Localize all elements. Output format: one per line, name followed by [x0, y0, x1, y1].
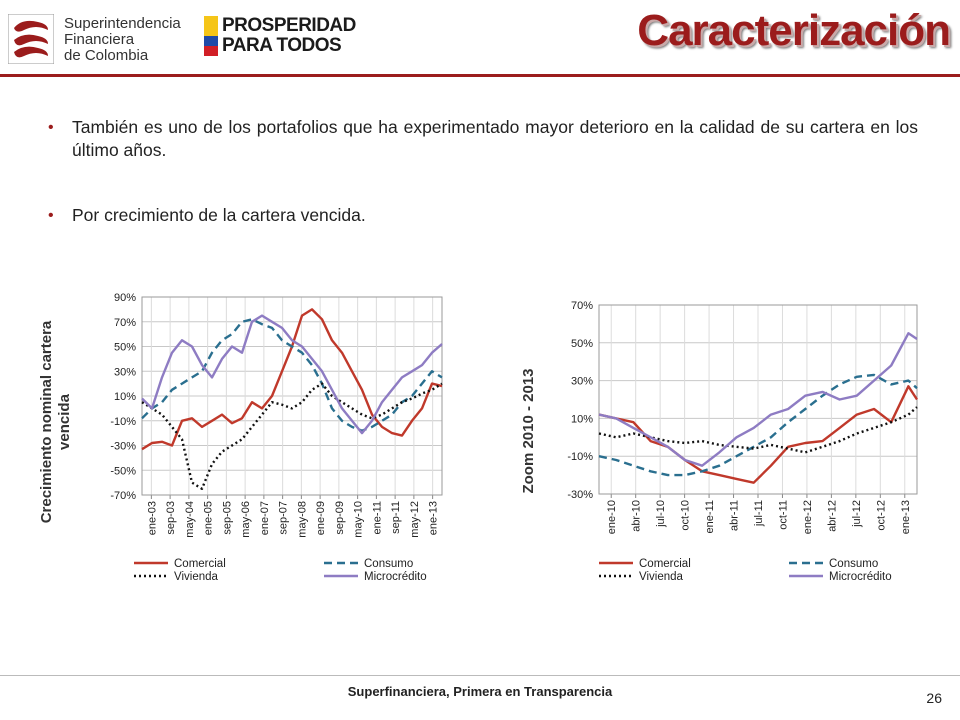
x-tick-label: sep-03 [165, 501, 177, 535]
legend-label-vivienda: Vivienda [174, 571, 219, 583]
superfinanciera-logo: Superintendencia Financiera de Colombia [8, 12, 186, 66]
y-tick-label: 70% [571, 300, 593, 312]
logo-line: PROSPERIDAD [222, 15, 356, 36]
y-tick-label: -10% [567, 451, 593, 463]
y-tick-label: -50% [110, 465, 136, 477]
x-tick-label: jul-10 [655, 500, 667, 528]
x-tick-label: oct-10 [680, 500, 692, 531]
y-tick-label: 10% [571, 413, 593, 425]
legend-label-consumo: Consumo [829, 558, 878, 570]
logo-line: Superintendencia [64, 15, 181, 32]
x-tick-label: may-04 [184, 501, 196, 538]
legend-label-comercial: Comercial [639, 558, 691, 570]
bullet-dot-icon: • [48, 207, 54, 224]
superfinanciera-logo-text: Superintendencia Financiera de Colombia [64, 16, 181, 64]
bullet-item: • También es uno de los portafolios que … [48, 116, 918, 162]
legend-label-consumo: Consumo [364, 558, 413, 570]
prosperidad-logo-text: PROSPERIDAD PARA TODOS [222, 16, 356, 56]
chart-1-y-axis-title: Crecimiento nominal cartera vencida [38, 320, 73, 524]
chart-1: 90% 70% 50% 30% 10% -10% -30% -50% -70% ene-03 sep… [110, 292, 443, 583]
plot-area-frame [141, 296, 443, 496]
x-tick-label: ene-03 [146, 501, 158, 535]
x-tick-label: oct-12 [875, 500, 887, 531]
series-line-comercial [598, 385, 919, 484]
legend-label-vivienda: Vivienda [639, 571, 684, 583]
x-tick-label: may-10 [353, 501, 365, 538]
x-tick-label: ene-07 [259, 501, 271, 535]
slide-title: Caracterización [637, 6, 951, 55]
legend-label-microcredito: Microcrédito [364, 571, 427, 583]
y-tick-label: 30% [571, 376, 593, 388]
series-line-microcredito [141, 314, 443, 435]
x-tick-label: jul-11 [753, 500, 765, 527]
x-tick-label: abr-10 [631, 500, 643, 532]
colombia-flag-icon [204, 16, 218, 56]
prosperidad-para-todos-logo: PROSPERIDAD PARA TODOS [204, 14, 356, 64]
y-tick-label: 90% [114, 292, 136, 304]
footer-divider [0, 675, 960, 676]
y-tick-label: -10% [110, 416, 136, 428]
x-tick-label: sep-07 [278, 501, 290, 535]
y-tick-label: -30% [567, 489, 593, 501]
superfinanciera-emblem-icon [8, 14, 54, 64]
y-tick-label: 70% [114, 317, 136, 329]
legend-label-microcredito: Microcrédito [829, 571, 892, 583]
series-line-comercial [141, 308, 443, 451]
y-tick-label: 10% [114, 391, 136, 403]
x-tick-label: may-08 [296, 501, 308, 538]
x-tick-label: ene-05 [203, 501, 215, 535]
x-tick-label: ene-11 [704, 500, 716, 533]
x-tick-label: ene-11 [371, 501, 383, 534]
x-tick-label: abr-12 [826, 500, 838, 532]
y-tick-label: -30% [110, 441, 136, 453]
x-tick-label: abr-11 [729, 500, 741, 531]
x-tick-label: oct-11 [777, 500, 789, 530]
y-tick-label: -70% [110, 490, 136, 502]
header-divider [0, 74, 960, 77]
bullet-item: • Por crecimiento de la cartera vencida. [48, 204, 918, 227]
y-tick-label: 30% [114, 366, 136, 378]
x-tick-label: ene-12 [802, 500, 814, 534]
x-tick-label: may-06 [240, 501, 252, 538]
x-tick-label: ene-09 [315, 501, 327, 535]
chart-2: 70% 50% 30% 10% -10% -30% ene-10 abr-10 jul-10 oc… [567, 300, 919, 583]
x-tick-label: jul-12 [851, 500, 863, 528]
logo-line: Financiera [64, 31, 135, 48]
bullet-dot-icon: • [48, 119, 54, 136]
legend-label-comercial: Comercial [174, 558, 226, 570]
footer-text: Superfinanciera, Primera en Transparenci… [347, 684, 613, 699]
bullet-text: También es uno de los portafolios que ha… [72, 117, 918, 160]
logo-line: de Colombia [64, 47, 149, 64]
logo-line: PARA TODOS [222, 35, 342, 56]
series-line-consumo [598, 373, 918, 477]
y-tick-label: 50% [571, 338, 593, 350]
x-tick-label: sep-11 [390, 501, 402, 534]
series-line-vivienda [141, 382, 443, 491]
page-number: 26 [926, 690, 942, 706]
y-tick-label: 50% [114, 342, 136, 354]
series-line-consumo [141, 318, 443, 432]
x-tick-label: may-12 [409, 501, 421, 538]
x-tick-label: ene-10 [606, 500, 618, 534]
series-line-microcredito [598, 332, 918, 467]
x-tick-label: ene-13 [428, 501, 440, 535]
x-tick-label: sep-05 [221, 501, 233, 535]
x-tick-label: sep-09 [334, 501, 346, 535]
bullet-text: Por crecimiento de la cartera vencida. [72, 205, 366, 225]
x-tick-label: ene-13 [900, 500, 912, 534]
chart-2-y-axis-title: Zoom 2010 - 2013 [520, 368, 537, 494]
